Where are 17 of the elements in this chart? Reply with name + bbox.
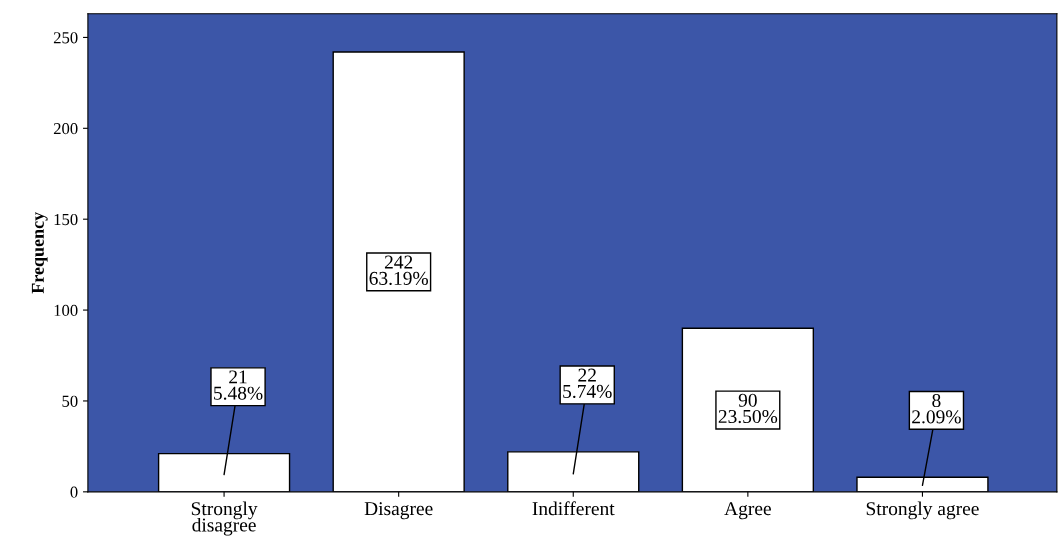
data-label: 242 63.19% [369,255,428,285]
y-tick-label: 150 [54,213,78,226]
y-axis-title: Frequency [31,212,48,294]
y-tick-label: 50 [62,395,78,407]
data-label: 21 5.48% [214,370,263,400]
y-tick-label: 200 [53,123,78,135]
y-tick-label: 250 [53,32,78,44]
data-label: 22 5.74% [563,368,612,399]
x-tick-label: Disagree [364,502,433,520]
x-tick-label: Agree [724,502,771,520]
x-tick-label: Strongly agree [866,501,979,520]
y-tick-label: 0 [70,486,78,498]
x-tick-label: Strongly disagree [191,501,258,536]
y-tick-label: 100 [54,304,78,317]
data-label: 8 2.09% [912,393,961,424]
data-label: 90 23.50% [718,393,778,424]
x-tick-label: Indifferent [532,501,615,516]
